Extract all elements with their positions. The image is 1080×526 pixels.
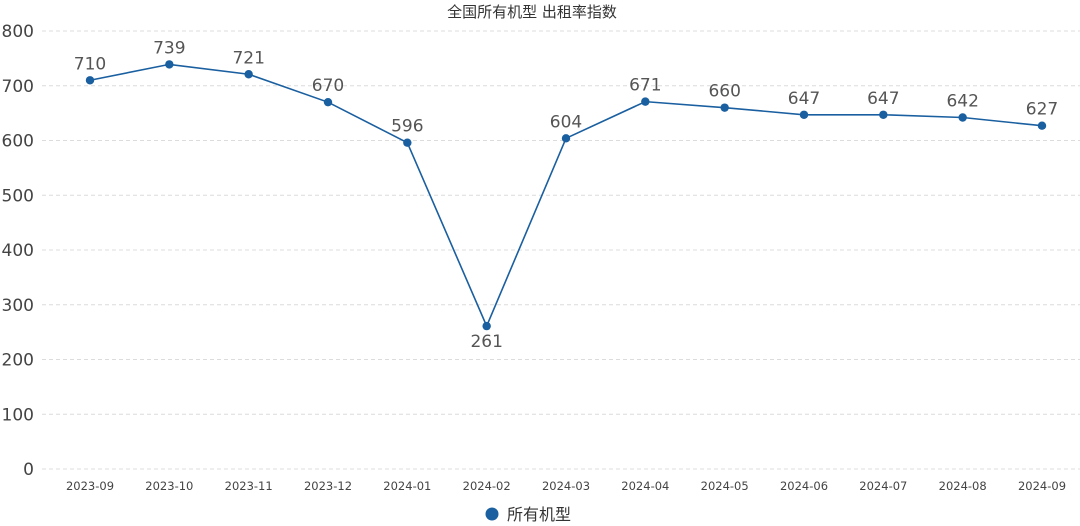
- data-point: [799, 110, 809, 119]
- y-tick-label: 0: [23, 460, 34, 480]
- data-label: 739: [153, 38, 185, 58]
- x-tick-label: 2023-11: [225, 479, 273, 493]
- data-point: [85, 76, 95, 85]
- x-tick-label: 2024-09: [1018, 479, 1066, 493]
- data-label: 647: [788, 89, 820, 109]
- data-label: 642: [946, 92, 978, 112]
- x-tick-label: 2023-09: [66, 479, 114, 493]
- x-tick-label: 2024-07: [859, 479, 907, 493]
- data-point: [641, 97, 650, 106]
- data-label: 604: [550, 112, 582, 132]
- grid-lines: [42, 30, 1080, 470]
- x-tick-label: 2024-03: [542, 479, 590, 493]
- y-tick-label: 800: [2, 22, 34, 42]
- data-point: [1037, 121, 1047, 130]
- y-tick-label: 400: [2, 241, 34, 261]
- data-label: 596: [391, 117, 423, 137]
- x-axis: 2023-09 2023-10 2023-11 2023-12 2024-01 2024-…: [66, 479, 1066, 493]
- chart-title: 全国所有机型 出租率指数: [447, 3, 617, 21]
- data-point: [958, 113, 967, 122]
- data-point: [879, 110, 888, 119]
- data-point: [323, 97, 333, 107]
- data-label: 647: [867, 89, 899, 109]
- x-tick-label: 2024-04: [621, 479, 669, 493]
- y-tick-label: 300: [2, 296, 34, 316]
- y-axis: 0 100 200 300 400 500 600 700 800: [2, 22, 34, 480]
- x-tick-label: 2023-10: [145, 479, 193, 493]
- legend-marker: [485, 507, 499, 521]
- data-point: [165, 60, 174, 69]
- x-tick-label: 2024-01: [383, 479, 431, 493]
- data-label: 710: [74, 54, 106, 74]
- data-point: [482, 321, 491, 331]
- x-tick-label: 2023-12: [304, 479, 352, 493]
- y-tick-label: 700: [2, 77, 34, 97]
- data-point: [720, 103, 729, 112]
- data-point: [244, 70, 253, 79]
- data-label: 261: [470, 332, 502, 352]
- data-label: 660: [708, 82, 740, 102]
- y-tick-label: 200: [2, 351, 34, 371]
- x-tick-label: 2024-05: [701, 479, 749, 493]
- x-tick-label: 2024-02: [463, 479, 511, 493]
- y-tick-label: 600: [2, 132, 34, 152]
- y-tick-label: 100: [2, 405, 34, 425]
- legend: 所有机型: [485, 505, 571, 524]
- data-point: [403, 138, 412, 147]
- data-label: 721: [232, 48, 264, 68]
- data-label: 627: [1026, 100, 1058, 120]
- x-tick-label: 2024-08: [939, 479, 987, 493]
- data-label: 670: [312, 76, 344, 96]
- y-tick-label: 500: [2, 186, 34, 206]
- data-label: 671: [629, 76, 661, 96]
- x-tick-label: 2024-06: [780, 479, 828, 493]
- legend-label: 所有机型: [507, 505, 571, 524]
- series-layer: 710 739 721 670 596 261 604 671 660 647 647 642 627: [74, 38, 1058, 352]
- data-point: [561, 134, 571, 143]
